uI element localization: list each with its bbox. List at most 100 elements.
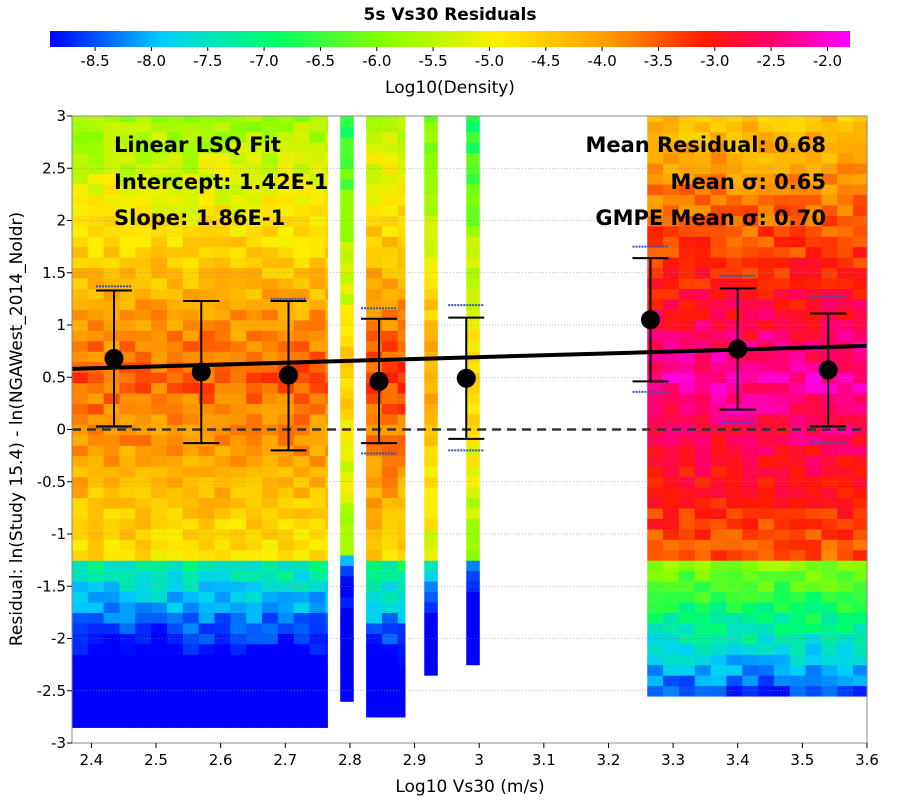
heatmap-cell xyxy=(277,183,295,195)
heatmap-cell xyxy=(758,466,775,478)
heatmap-cell xyxy=(397,507,406,519)
heatmap-cell xyxy=(262,152,279,164)
heatmap-cell xyxy=(424,288,438,300)
heatmap-cell xyxy=(466,340,480,352)
heatmap-cell xyxy=(710,518,728,530)
heatmap-cell xyxy=(694,643,712,655)
heatmap-cell xyxy=(340,554,354,566)
heatmap-cell xyxy=(277,246,295,258)
heatmap-cell xyxy=(466,560,480,572)
heatmap-cell xyxy=(466,246,480,258)
heatmap-cell xyxy=(366,539,383,551)
heatmap-cell xyxy=(424,612,438,624)
heatmap-cell xyxy=(381,142,399,154)
heatmap-cell xyxy=(214,277,231,290)
heatmap-cell xyxy=(853,392,868,404)
heatmap-cell xyxy=(678,257,696,269)
heatmap-cell xyxy=(821,413,838,425)
heatmap-cell xyxy=(277,319,295,331)
heatmap-cell xyxy=(694,675,712,687)
heatmap-cell xyxy=(309,633,326,645)
heatmap-cell xyxy=(853,476,868,488)
heatmap-cell xyxy=(694,173,712,185)
heatmap-cell xyxy=(424,434,438,446)
heatmap-cell xyxy=(135,183,152,195)
heatmap-cell xyxy=(309,152,326,164)
heatmap-cell xyxy=(773,267,791,279)
heatmap-cell xyxy=(853,664,868,676)
heatmap-cell xyxy=(726,277,743,290)
heatmap-cell xyxy=(103,549,121,561)
heatmap-cell xyxy=(246,330,263,342)
heatmap-cell xyxy=(424,194,438,206)
heatmap-cell xyxy=(325,319,328,331)
heatmap-cell xyxy=(103,518,121,530)
heatmap-cell xyxy=(663,257,680,269)
heatmap-cell xyxy=(647,361,664,373)
heatmap-cell xyxy=(103,152,121,164)
heatmap-cell xyxy=(397,497,406,509)
heatmap-cell xyxy=(277,539,295,551)
heatmap-cell xyxy=(647,194,664,206)
heatmap-cell xyxy=(119,173,136,185)
heatmap-cell xyxy=(821,131,838,143)
heatmap-cell xyxy=(366,204,383,216)
heatmap-cell xyxy=(758,622,775,634)
heatmap-cell xyxy=(72,309,89,321)
heatmap-cell xyxy=(119,288,136,300)
heatmap-cell xyxy=(246,163,263,175)
heatmap-cell xyxy=(726,246,743,258)
heatmap-cell xyxy=(853,309,868,321)
heatmap-cell xyxy=(710,455,728,467)
heatmap-cell xyxy=(663,601,680,613)
heatmap-cell xyxy=(167,706,184,718)
heatmap-cell xyxy=(230,685,247,697)
heatmap-cell xyxy=(397,319,406,331)
heatmap-cell xyxy=(230,455,247,467)
heatmap-cell xyxy=(262,392,279,404)
heatmap-cell xyxy=(381,486,399,499)
heatmap-cell xyxy=(773,497,791,509)
heatmap-cell xyxy=(805,403,823,415)
heatmap-cell xyxy=(853,591,868,603)
heatmap-cell xyxy=(710,372,728,384)
heatmap-cell xyxy=(277,194,295,206)
heatmap-cell xyxy=(167,664,184,676)
heatmap-cell xyxy=(647,424,664,436)
heatmap-cell xyxy=(678,622,696,634)
heatmap-cell xyxy=(742,643,759,655)
heatmap-cell xyxy=(694,528,712,540)
heatmap-cell xyxy=(710,267,728,279)
heatmap-cell xyxy=(758,518,775,530)
heatmap-cell xyxy=(381,581,399,593)
heatmap-cell xyxy=(381,257,399,269)
heatmap-cell xyxy=(246,392,263,404)
heatmap-cell xyxy=(325,706,328,718)
heatmap-cell xyxy=(742,434,759,446)
heatmap-cell xyxy=(726,204,743,216)
heatmap-cell xyxy=(381,706,399,718)
heatmap-cell xyxy=(397,601,406,613)
heatmap-cell xyxy=(678,225,696,237)
heatmap-cell xyxy=(246,570,263,582)
heatmap-cell xyxy=(466,152,480,164)
heatmap-cell xyxy=(821,675,838,687)
heatmap-cell xyxy=(466,601,480,613)
heatmap-cell xyxy=(340,304,354,316)
heatmap-cell xyxy=(325,486,328,499)
x-tick-label: 3.6 xyxy=(855,751,879,769)
heatmap-cell xyxy=(424,518,438,530)
heatmap-cell xyxy=(119,131,136,143)
heatmap-cell xyxy=(663,560,680,572)
heatmap-cell xyxy=(262,497,279,509)
heatmap-cell xyxy=(246,152,263,164)
heatmap-cell xyxy=(773,654,791,666)
heatmap-cell xyxy=(182,121,200,133)
heatmap-cell xyxy=(397,382,406,394)
heatmap-cell xyxy=(230,288,247,300)
heatmap-cell xyxy=(340,439,354,451)
heatmap-cell xyxy=(214,445,231,457)
heatmap-cell xyxy=(466,309,480,321)
heatmap-cell xyxy=(821,277,838,290)
heatmap-cell xyxy=(663,392,680,404)
